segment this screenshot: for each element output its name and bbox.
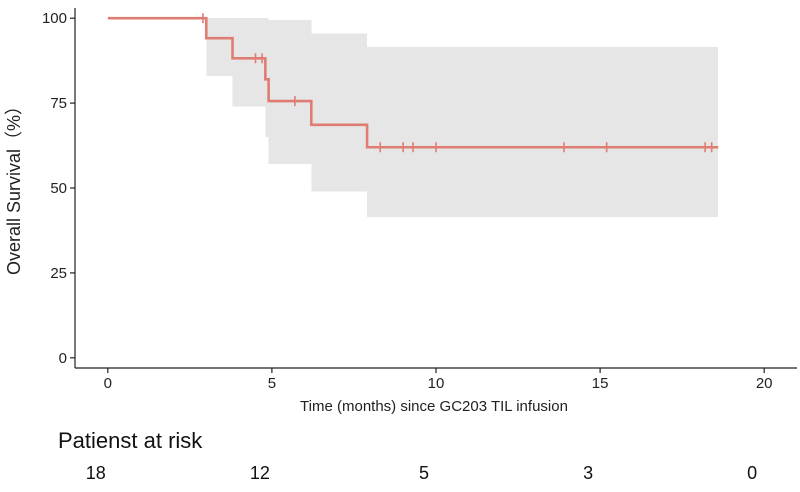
- axis-labels: Time (months) since GC203 TIL infusion O…: [4, 97, 568, 415]
- confidence-band: [206, 18, 719, 217]
- risk-table-title: Patienst at risk: [58, 428, 203, 453]
- risk-count: 12: [249, 463, 270, 483]
- ci-band-segment: [206, 18, 233, 76]
- y-tick-label: 75: [50, 95, 67, 112]
- x-axis-title: Time (months) since GC203 TIL infusion: [300, 398, 568, 415]
- survival-curve: [107, 16, 719, 149]
- y-tick-label: 50: [50, 180, 67, 197]
- risk-count: 18: [85, 463, 106, 483]
- y-axis-title: Overall Survival（%）: [4, 97, 24, 275]
- y-tick-label: 100: [42, 10, 67, 27]
- censor-marks: [202, 13, 713, 153]
- ci-band-segment: [367, 47, 719, 217]
- ci-band-segment: [311, 33, 368, 192]
- x-tick-label: 5: [268, 375, 276, 392]
- x-tick-label: 10: [428, 375, 445, 392]
- survival-step-line: [107, 16, 719, 149]
- y-tick-label: 25: [50, 265, 67, 282]
- risk-count: 0: [747, 463, 758, 483]
- km-chart: 0 25 50 75 100 0 5 10 15 20 Time (months) since G…: [4, 8, 797, 415]
- x-tick-label: 20: [756, 375, 773, 392]
- ci-band-segment: [232, 18, 266, 107]
- risk-count: 5: [418, 463, 430, 483]
- x-tick-label: 15: [592, 375, 609, 392]
- x-tick-label: 0: [104, 375, 112, 392]
- risk-count: 3: [583, 463, 594, 483]
- ci-band-segment: [265, 18, 269, 138]
- ci-band-segment: [268, 19, 312, 165]
- y-tick-label: 0: [59, 350, 67, 367]
- axes: 0 25 50 75 100 0 5 10 15 20: [42, 8, 797, 392]
